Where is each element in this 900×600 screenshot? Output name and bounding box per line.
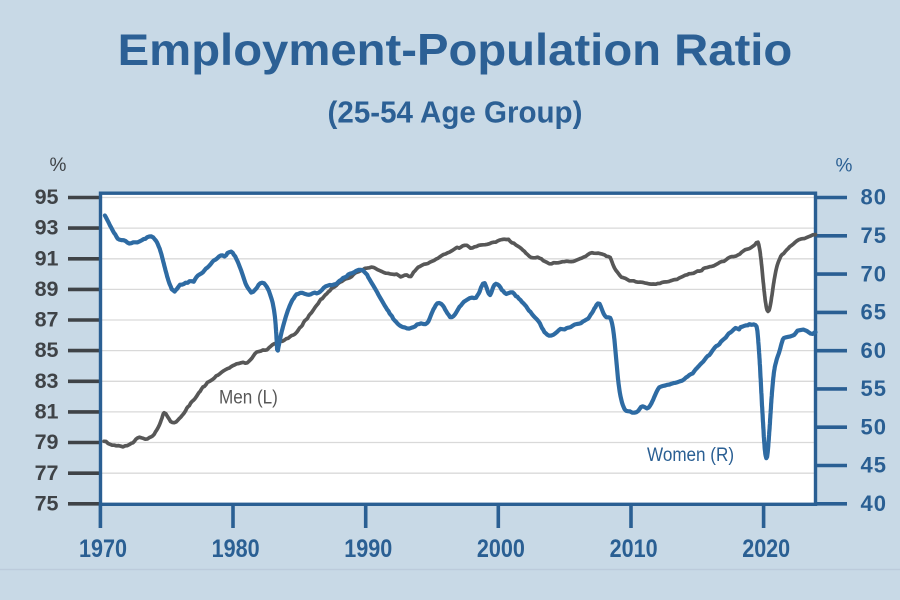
svg-text:89: 89 — [35, 277, 59, 301]
svg-text:Women (R): Women (R) — [647, 444, 734, 465]
svg-text:75: 75 — [861, 223, 887, 248]
svg-text:77: 77 — [35, 461, 59, 485]
svg-text:2000: 2000 — [477, 535, 525, 563]
svg-text:55: 55 — [861, 376, 887, 401]
svg-text:2020: 2020 — [742, 535, 790, 563]
svg-text:%: % — [836, 156, 853, 177]
svg-text:40: 40 — [861, 491, 887, 516]
svg-text:1970: 1970 — [79, 535, 127, 563]
svg-text:81: 81 — [35, 400, 59, 424]
svg-text:65: 65 — [861, 300, 887, 325]
svg-text:83: 83 — [35, 369, 59, 393]
svg-text:87: 87 — [35, 308, 59, 332]
svg-text:75: 75 — [35, 491, 59, 515]
svg-text:79: 79 — [35, 430, 59, 454]
svg-text:%: % — [50, 155, 67, 176]
svg-text:85: 85 — [35, 338, 59, 362]
svg-text:93: 93 — [35, 216, 59, 240]
svg-text:Men (L): Men (L) — [219, 386, 278, 407]
svg-text:1980: 1980 — [212, 535, 260, 563]
svg-text:2010: 2010 — [610, 535, 658, 563]
svg-text:Employment-Population Ratio: Employment-Population Ratio — [118, 24, 793, 74]
svg-text:1990: 1990 — [344, 535, 392, 563]
svg-text:(25-54 Age Group): (25-54 Age Group) — [328, 96, 583, 130]
svg-text:50: 50 — [861, 414, 887, 439]
svg-text:80: 80 — [861, 185, 887, 210]
svg-text:95: 95 — [35, 185, 59, 209]
svg-text:70: 70 — [861, 261, 887, 286]
svg-text:91: 91 — [35, 246, 59, 270]
svg-text:45: 45 — [861, 453, 887, 478]
svg-text:60: 60 — [861, 338, 887, 363]
